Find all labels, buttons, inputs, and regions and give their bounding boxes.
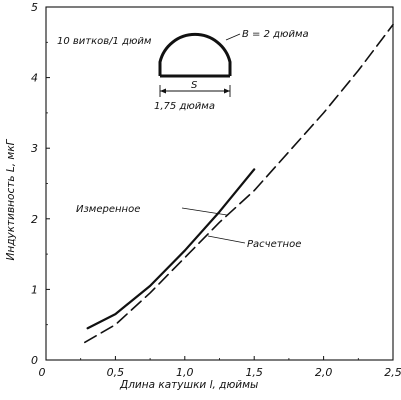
ticks-group: [45, 6, 394, 361]
coil-outline: [158, 32, 232, 76]
diameter-annotation: В = 2 дюйма: [242, 29, 309, 40]
x-tick-label: 0,5: [107, 366, 125, 379]
measured-series-label: Измеренное: [76, 204, 140, 215]
x-tick-label: 2,0: [315, 366, 333, 379]
y-axis-title: Индуктивность L, мкГ: [5, 138, 17, 260]
calculated-leader-line: [207, 235, 246, 244]
calculated-series-label: Расчетное: [247, 239, 301, 250]
x-tick-label: 1,0: [176, 366, 194, 379]
series-calculated-line: [84, 23, 394, 344]
y-tick-label: 5: [31, 1, 38, 14]
dimension-arrow-left: [160, 88, 166, 94]
measured-leader-line: [181, 207, 228, 216]
plot-frame: [45, 6, 394, 361]
base-annotation: 1,75 дюйма: [154, 101, 215, 112]
y-tick-label: 0: [31, 354, 38, 367]
y-tick-label: 4: [31, 72, 38, 85]
coil-pointer-line: [225, 33, 241, 41]
y-tick-label: 3: [31, 142, 38, 155]
x-tick-label: 1,5: [245, 366, 263, 379]
x-tick-label: 2,5: [384, 366, 401, 379]
y-tick-label: 1: [31, 283, 38, 296]
y-tick-label: 2: [31, 213, 38, 226]
coil-inset: 10 витков/1 дюйм В = 2 дюйма S 1,75 дюйм…: [57, 29, 309, 112]
series-group: [84, 23, 394, 344]
dimension-arrow-right: [224, 88, 230, 94]
s-annotation: S: [191, 80, 198, 91]
turns-annotation: 10 витков/1 дюйм: [57, 36, 152, 47]
tick-labels-group: 0 0,5 1,0 1,5 2,0 2,5 0 1 2 3 4 5: [31, 1, 401, 379]
x-axis-title: Длина катушки l, дюймы: [119, 379, 258, 391]
x-tick-label: 0: [39, 366, 46, 379]
series-measured-line: [86, 168, 256, 330]
